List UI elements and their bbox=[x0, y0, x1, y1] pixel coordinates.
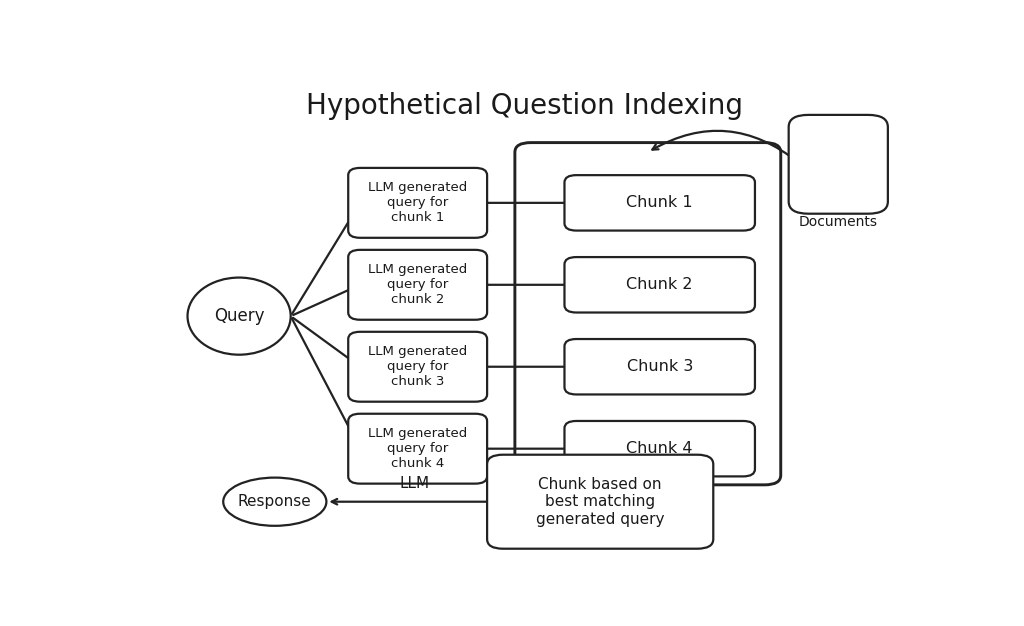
Text: Chunk 4: Chunk 4 bbox=[627, 441, 693, 456]
Text: Chunk 1: Chunk 1 bbox=[627, 195, 693, 210]
Text: Response: Response bbox=[238, 494, 311, 509]
Ellipse shape bbox=[223, 478, 327, 526]
FancyBboxPatch shape bbox=[348, 332, 487, 402]
Text: LLM generated
query for
chunk 3: LLM generated query for chunk 3 bbox=[368, 346, 467, 388]
FancyBboxPatch shape bbox=[348, 168, 487, 238]
FancyBboxPatch shape bbox=[564, 175, 755, 230]
FancyBboxPatch shape bbox=[515, 143, 780, 485]
Text: Chunk 2: Chunk 2 bbox=[627, 277, 693, 292]
FancyBboxPatch shape bbox=[564, 257, 755, 312]
FancyBboxPatch shape bbox=[788, 115, 888, 213]
FancyBboxPatch shape bbox=[564, 339, 755, 394]
Text: LLM: LLM bbox=[399, 476, 430, 491]
Text: Chunk based on
best matching
generated query: Chunk based on best matching generated q… bbox=[536, 477, 665, 526]
FancyBboxPatch shape bbox=[564, 421, 755, 476]
Text: LLM generated
query for
chunk 2: LLM generated query for chunk 2 bbox=[368, 264, 467, 306]
Text: LLM generated
query for
chunk 1: LLM generated query for chunk 1 bbox=[368, 182, 467, 224]
FancyBboxPatch shape bbox=[348, 414, 487, 484]
Text: Hypothetical Question Indexing: Hypothetical Question Indexing bbox=[306, 92, 743, 120]
FancyBboxPatch shape bbox=[348, 250, 487, 320]
FancyBboxPatch shape bbox=[487, 454, 714, 549]
Text: Query: Query bbox=[214, 307, 264, 325]
Text: Documents: Documents bbox=[799, 215, 878, 229]
Text: LLM generated
query for
chunk 4: LLM generated query for chunk 4 bbox=[368, 427, 467, 470]
Text: Chunk 3: Chunk 3 bbox=[627, 359, 693, 374]
Ellipse shape bbox=[187, 277, 291, 355]
